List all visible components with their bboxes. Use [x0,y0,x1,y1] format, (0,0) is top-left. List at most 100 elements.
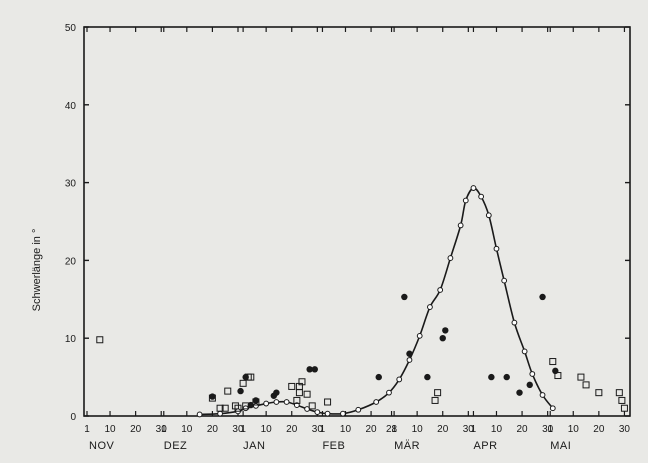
x-tick-label: 10 [491,424,503,435]
filled-circle-point [237,387,244,395]
open-circle-point [447,255,454,261]
open-circle-point [416,332,423,339]
filled-circle-point [311,366,318,373]
series-open-circle-line [196,185,556,418]
x-axis: 1 10 20 301 10 20 301 10 20 301 10 20 281 10 20 301 10 20… [84,27,630,452]
open-circle-point [501,277,508,284]
x-tick-label: 1 [547,424,553,435]
x-tick-label: 30 [156,424,168,435]
filled-circle-point [401,293,408,301]
open-square-point [595,389,603,397]
open-square-point [298,378,306,386]
open-square-point [549,358,557,366]
x-tick-label: 1 [320,424,326,435]
x-tick-label: 1 [471,424,477,435]
x-tick-label: 28 [386,424,398,435]
y-axis-title: Schwerlänge in ° [31,229,43,312]
open-circle-point [242,405,249,412]
open-circle-point [340,410,346,417]
filled-circle-point [439,335,446,342]
open-circle-point [478,193,485,200]
open-square-point [577,373,585,381]
y-tick-label: 40 [65,101,77,112]
open-circle-point [324,410,331,417]
open-circle-point [437,287,444,293]
series-open-squares [96,336,628,412]
open-square-point [288,382,296,390]
open-square-point [221,404,229,412]
open-circle-point [549,405,556,412]
x-tick-label: 20 [207,424,219,435]
open-square-point [247,373,255,381]
open-circle-point [485,212,492,219]
open-square-point [224,387,232,395]
open-square-point [582,381,590,389]
open-square-point [303,390,311,398]
month-label: JAN [243,440,265,452]
open-circle-point [217,410,223,417]
filled-circle-point [252,397,260,404]
x-tick-label: 30 [232,424,244,435]
x-tick-label: 30 [619,424,631,435]
open-square-point [239,379,247,387]
open-circle-point [196,411,203,418]
x-tick-label: 20 [437,424,449,435]
open-circle-point [457,222,464,229]
y-tick-label: 30 [65,179,77,190]
filled-circle-point [442,327,449,334]
filled-circle-point [488,373,495,381]
open-square-point [431,396,439,404]
open-square-point [308,402,316,410]
open-circle-point [427,304,433,310]
filled-circle-point [539,293,546,301]
y-tick-label: 10 [65,334,77,345]
x-tick-label: 1 [161,424,167,435]
open-circle-point [386,389,392,396]
x-tick-label: 20 [593,424,605,435]
open-square-point [618,396,626,404]
y-tick-label: 20 [65,256,77,267]
open-circle-point [373,399,380,405]
x-tick-label: 10 [568,424,580,435]
x-tick-label: 30 [463,424,475,435]
filled-circle-point [406,350,413,357]
open-square-point [293,396,301,404]
open-square-point [434,389,442,397]
month-label: DEZ [164,440,188,452]
open-square-point [620,404,628,412]
open-square-point [208,394,216,402]
open-square-point [216,404,224,412]
open-square-point [96,336,104,344]
open-circle-point [462,197,469,204]
x-tick-label: 10 [104,424,116,435]
x-tick-label: 1 [84,424,90,435]
x-tick-label: 10 [261,424,273,435]
x-tick-label: 10 [412,424,424,435]
open-circle-point [253,402,259,409]
open-circle-point [470,185,477,191]
open-circle-point [511,319,518,326]
month-label: MAI [550,440,571,452]
open-square-point [615,389,623,397]
open-circle-point [355,406,362,413]
open-circle-point [539,392,546,398]
x-tick-label: 1 [240,424,246,435]
open-circle-point [314,409,321,416]
month-label: NOV [89,440,115,452]
x-tick-label: 30 [312,424,324,435]
filled-circle-point [516,389,523,396]
open-square-point [554,372,562,380]
open-circle-point [263,400,270,407]
month-label: APR [473,440,497,452]
filled-circle-point [503,373,510,381]
x-tick-label: 20 [366,424,378,435]
filled-circle-point [375,373,382,381]
open-circle-point [396,376,403,383]
open-circle-point [406,357,413,363]
open-square-point [324,398,332,406]
month-label: FEB [322,440,345,452]
open-circle-point [521,348,528,355]
series-filled-circles [209,293,559,409]
open-square-point [295,389,303,397]
